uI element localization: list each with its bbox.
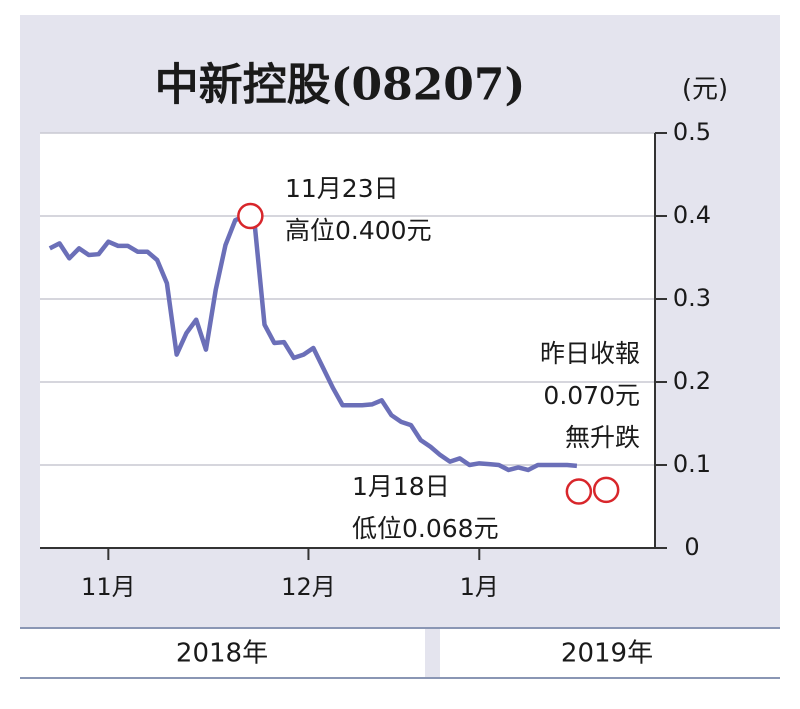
y-tick-label: 0.1 — [673, 450, 711, 478]
plot-bg — [40, 133, 655, 548]
annotation-text: 1月18日 — [352, 472, 450, 501]
annotation-text: 11月23日 — [285, 174, 399, 203]
x-tick-label: 1月 — [460, 573, 499, 601]
chart-title: 中新控股(08207) — [155, 60, 526, 111]
unit-label: (元) — [682, 75, 728, 105]
period-label: 2019年 — [561, 639, 653, 669]
annotation-marker — [237, 202, 264, 230]
annotation-marker — [592, 476, 620, 504]
annotation-text: 昨日收報 — [540, 339, 640, 368]
period-box — [20, 629, 425, 677]
period-box — [440, 629, 780, 677]
x-tick-label: 12月 — [281, 573, 336, 601]
y-tick-label: 0.5 — [673, 118, 711, 146]
x-tick-label: 11月 — [81, 573, 136, 601]
y-tick-label: 0.4 — [673, 201, 711, 229]
annotation-text: 低位0.068元 — [352, 514, 499, 543]
y-tick-label: 0.3 — [673, 284, 711, 312]
annotation-text: 高位0.400元 — [285, 216, 432, 245]
y-tick-label: 0 — [684, 533, 699, 561]
annotation-text: 0.070元 — [543, 381, 640, 410]
y-tick-label: 0.2 — [673, 367, 711, 395]
annotation-marker — [565, 478, 593, 505]
annotation-text: 無升跌 — [565, 423, 640, 452]
period-label: 2018年 — [176, 639, 268, 669]
price-line — [48, 213, 578, 473]
period-gap — [425, 629, 440, 677]
